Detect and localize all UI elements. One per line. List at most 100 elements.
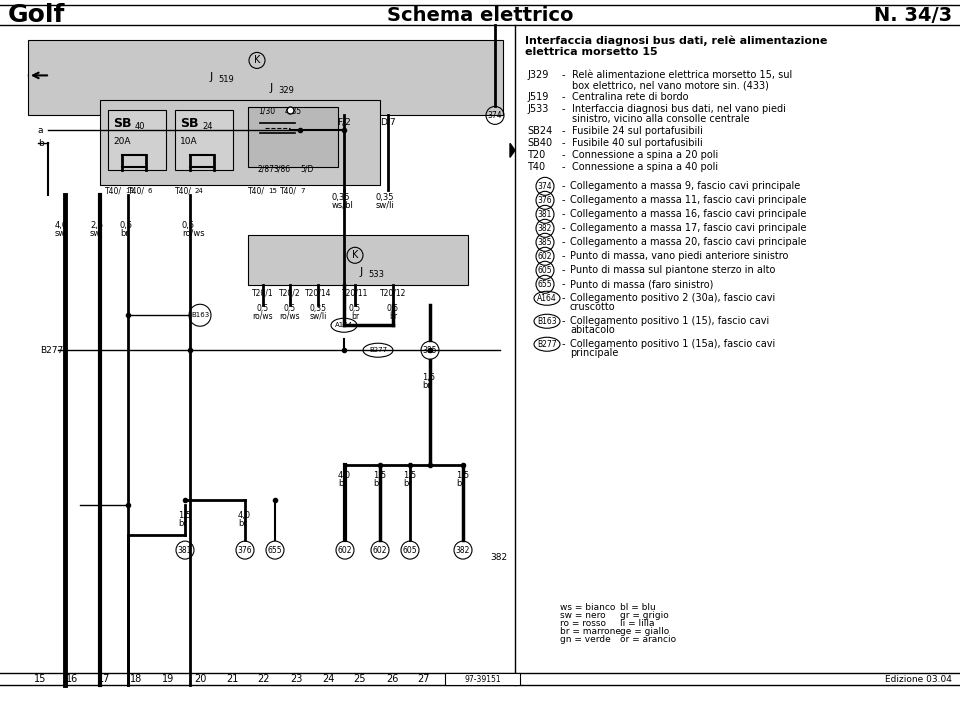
Text: J: J [270, 84, 274, 94]
Text: Collegamento a massa 16, fascio cavi principale: Collegamento a massa 16, fascio cavi pri… [570, 209, 806, 220]
Text: Collegamento a massa 17, fascio cavi principale: Collegamento a massa 17, fascio cavi pri… [570, 223, 806, 233]
Text: 0,35: 0,35 [332, 193, 350, 202]
Text: K: K [351, 250, 358, 260]
Text: li = lilla: li = lilla [620, 618, 655, 628]
Text: Golf: Golf [8, 4, 65, 27]
Text: 605: 605 [538, 266, 552, 275]
Text: elettrica morsetto 15: elettrica morsetto 15 [525, 47, 658, 57]
Text: 1/30: 1/30 [258, 107, 276, 116]
Text: br: br [403, 478, 412, 488]
Text: D/7: D/7 [380, 117, 396, 127]
Text: br: br [120, 229, 129, 238]
Text: 5/D: 5/D [300, 165, 313, 174]
Text: 4,0: 4,0 [238, 511, 252, 520]
Text: 97-39151: 97-39151 [465, 674, 501, 684]
Text: SB40: SB40 [527, 139, 552, 149]
Text: 16: 16 [66, 674, 78, 684]
Text: -: - [562, 104, 565, 114]
Text: SB: SB [180, 117, 199, 130]
Text: 19: 19 [125, 188, 134, 194]
Text: T20/1: T20/1 [252, 288, 274, 297]
Bar [248, 235, 468, 285]
Text: J: J [360, 267, 363, 277]
Text: ro/ws: ro/ws [252, 312, 274, 321]
Text: -: - [562, 316, 565, 326]
Text: F/2: F/2 [337, 117, 350, 127]
Text: b: b [38, 139, 44, 148]
Text: 4,0: 4,0 [338, 470, 351, 480]
Bar [100, 100, 380, 185]
Text: T40/: T40/ [128, 187, 145, 196]
Text: Centralina rete di bordo: Centralina rete di bordo [572, 92, 688, 102]
Text: -: - [562, 339, 565, 349]
Text: 382: 382 [456, 546, 470, 555]
Text: B277: B277 [40, 346, 63, 355]
Text: B163: B163 [538, 317, 557, 326]
Text: 20A: 20A [113, 137, 131, 146]
Text: sw/li: sw/li [309, 312, 326, 321]
Text: 15: 15 [34, 674, 46, 684]
Text: 4,0: 4,0 [55, 221, 68, 230]
Text: 1,5: 1,5 [178, 511, 191, 520]
Text: Punto di massa, vano piedi anteriore sinistro: Punto di massa, vano piedi anteriore sin… [570, 251, 788, 261]
Text: 40: 40 [135, 122, 146, 131]
Text: 20: 20 [194, 674, 206, 684]
Text: 0,5: 0,5 [182, 221, 195, 230]
Bar [175, 110, 233, 170]
Text: SB: SB [113, 117, 132, 130]
Text: -: - [562, 70, 565, 80]
Text: 1,5: 1,5 [422, 373, 435, 382]
Text: sw = nero: sw = nero [560, 611, 606, 620]
Text: a: a [38, 126, 43, 135]
Text: Collegamento a massa 20, fascio cavi principale: Collegamento a massa 20, fascio cavi pri… [570, 237, 806, 247]
Text: 385: 385 [538, 238, 552, 247]
Text: 22: 22 [257, 674, 271, 684]
Text: ro/ws: ro/ws [182, 229, 204, 238]
Text: 25: 25 [353, 674, 367, 684]
Text: 381: 381 [178, 546, 192, 555]
Text: principale: principale [570, 348, 618, 358]
Text: ro/ws: ro/ws [279, 312, 300, 321]
Text: Interfaccia diagnosi bus dati, relè alimentazione: Interfaccia diagnosi bus dati, relè alim… [525, 35, 828, 46]
Text: gr = grigio: gr = grigio [620, 611, 669, 620]
Text: T20/11: T20/11 [342, 288, 369, 297]
Text: Connessione a spina a 40 poli: Connessione a spina a 40 poli [572, 162, 718, 172]
Text: Fusibile 24 sul portafusibili: Fusibile 24 sul portafusibili [572, 127, 703, 137]
Text: Collegamento positivo 2 (30a), fascio cavi: Collegamento positivo 2 (30a), fascio ca… [570, 293, 776, 303]
Text: -: - [562, 280, 565, 290]
Text: 374: 374 [538, 182, 552, 191]
Text: J329: J329 [527, 70, 548, 80]
Text: K: K [253, 55, 260, 65]
Text: Relè alimentazione elettrica morsetto 15, sul: Relè alimentazione elettrica morsetto 15… [572, 70, 792, 80]
Bar [248, 107, 338, 167]
Text: 1,5: 1,5 [403, 470, 416, 480]
Bar [445, 673, 520, 685]
Text: Collegamento a massa 9, fascio cavi principale: Collegamento a massa 9, fascio cavi prin… [570, 182, 801, 192]
Text: br: br [351, 312, 359, 321]
Text: 0,5: 0,5 [284, 304, 296, 312]
Text: T40/: T40/ [105, 187, 122, 196]
Text: 19: 19 [162, 674, 174, 684]
Text: 382: 382 [538, 224, 552, 233]
Text: bl = blu: bl = blu [620, 603, 656, 611]
Text: T40/: T40/ [175, 187, 192, 196]
Text: 0,5: 0,5 [387, 304, 399, 312]
Text: -: - [562, 209, 565, 220]
Text: ge = giallo: ge = giallo [620, 626, 669, 636]
Text: A164: A164 [335, 322, 353, 328]
Text: T20/2: T20/2 [279, 288, 300, 297]
Text: -: - [562, 251, 565, 261]
Text: 1,5: 1,5 [373, 470, 386, 480]
Text: Collegamento a massa 11, fascio cavi principale: Collegamento a massa 11, fascio cavi pri… [570, 195, 806, 205]
Text: 24: 24 [322, 674, 334, 684]
Text: 23: 23 [290, 674, 302, 684]
Text: T20: T20 [527, 150, 548, 160]
Text: T40/: T40/ [248, 187, 265, 196]
Text: br: br [338, 478, 347, 488]
Text: Punto di massa (faro sinistro): Punto di massa (faro sinistro) [570, 280, 713, 290]
Text: 605: 605 [402, 546, 418, 555]
Text: ws/bl: ws/bl [332, 201, 354, 209]
Text: B277: B277 [538, 340, 557, 349]
Text: 28: 28 [450, 674, 462, 684]
Text: 602: 602 [372, 546, 387, 555]
